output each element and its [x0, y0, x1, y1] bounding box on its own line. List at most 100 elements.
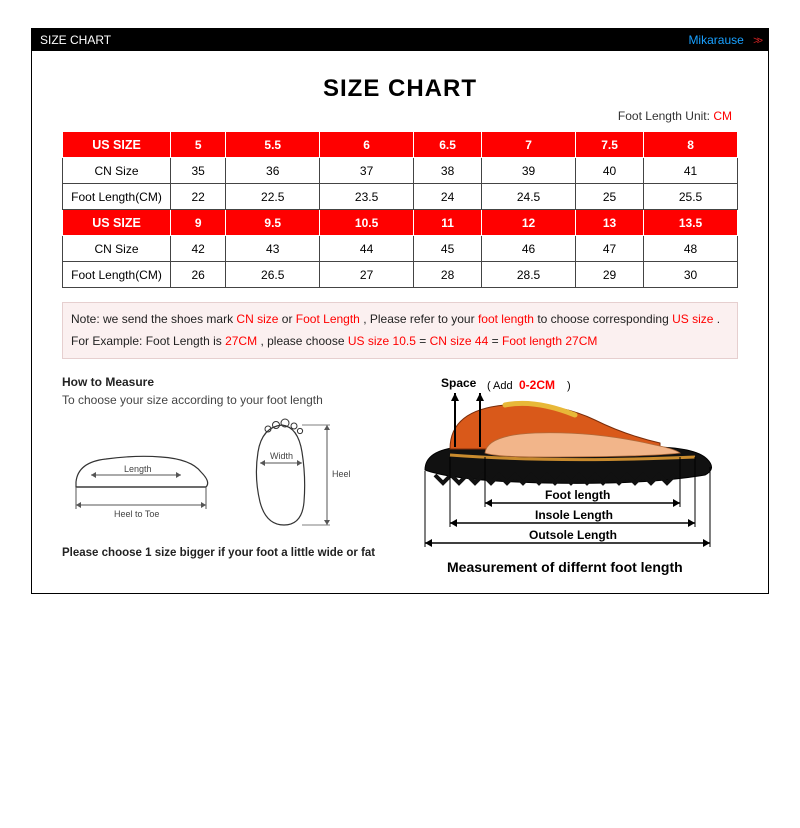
note-highlight: CN size 44 [430, 334, 489, 348]
note-text: = [419, 334, 426, 348]
cell: 24 [414, 184, 482, 210]
note-text: to choose corresponding [537, 312, 672, 326]
length-label: Length [124, 464, 152, 474]
bigger-size-note: Please choose 1 size bigger if your foot… [62, 547, 382, 559]
cell: 44 [320, 236, 414, 262]
header-cell: 9 [171, 210, 226, 236]
measure-left-panel: How to Measure To choose your size accor… [62, 375, 382, 575]
cell: 48 [644, 236, 738, 262]
heel-to-toe-label-2: Heel to Toe [332, 469, 352, 479]
note-text: . [717, 312, 720, 326]
titlebar-label: SIZE CHART [40, 33, 111, 47]
cell: 37 [320, 158, 414, 184]
cell: 23.5 [320, 184, 414, 210]
row-label: Foot Length(CM) [63, 262, 171, 288]
row-label: CN Size [63, 158, 171, 184]
header-cell: 10.5 [320, 210, 414, 236]
cell: 26.5 [226, 262, 320, 288]
table-row: CN Size 42 43 44 45 46 47 48 [63, 236, 738, 262]
foot-length-label: Foot length [545, 488, 610, 502]
cell: 26 [171, 262, 226, 288]
cell: 25.5 [644, 184, 738, 210]
cell: 29 [575, 262, 643, 288]
unit-line: Foot Length Unit: CM [62, 109, 738, 123]
header-cell: 12 [482, 210, 576, 236]
note-highlight: Foot Length [296, 312, 360, 326]
note-highlight: US size [672, 312, 713, 326]
header-cell: 7.5 [575, 132, 643, 158]
note-text: , Please refer to your [363, 312, 478, 326]
header-cell: 5 [171, 132, 226, 158]
note-text: For Example: Foot Length is [71, 334, 225, 348]
content-area: SIZE CHART Foot Length Unit: CM US SIZE … [32, 51, 768, 593]
note-highlight: Foot length 27CM [502, 334, 597, 348]
note-text: Note: we send the shoes mark [71, 312, 236, 326]
header-cell: 9.5 [226, 210, 320, 236]
header-label: US SIZE [63, 132, 171, 158]
cell: 38 [414, 158, 482, 184]
cell: 41 [644, 158, 738, 184]
row-label: CN Size [63, 236, 171, 262]
cell: 39 [482, 158, 576, 184]
header-cell: 13 [575, 210, 643, 236]
brand-link[interactable]: Mikarause [688, 33, 743, 47]
cell: 28.5 [482, 262, 576, 288]
note-text: or [282, 312, 296, 326]
note-line-1: Note: we send the shoes mark CN size or … [71, 309, 729, 331]
header-cell: 7 [482, 132, 576, 158]
add-label: Add [493, 380, 513, 392]
note-line-2: For Example: Foot Length is 27CM , pleas… [71, 331, 729, 353]
header-cell: 6 [320, 132, 414, 158]
table-row: CN Size 35 36 37 38 39 40 41 [63, 158, 738, 184]
heel-to-toe-label: Heel to Toe [114, 509, 159, 519]
unit-value: CM [713, 109, 732, 123]
note-highlight: US size 10.5 [348, 334, 416, 348]
foot-side-icon: Length Heel to Toe [66, 417, 216, 527]
svg-text:): ) [567, 380, 571, 392]
header-cell: 5.5 [226, 132, 320, 158]
cell: 47 [575, 236, 643, 262]
cell: 28 [414, 262, 482, 288]
cell: 25 [575, 184, 643, 210]
row-label: Foot Length(CM) [63, 184, 171, 210]
measure-section: How to Measure To choose your size accor… [62, 375, 738, 575]
foot-diagram-left: Length Heel to Toe [66, 417, 382, 537]
table-header-row: US SIZE 5 5.5 6 6.5 7 7.5 8 [63, 132, 738, 158]
space-label: Space [441, 376, 477, 390]
foot-top-icon: Width Heel to Toe [232, 417, 352, 537]
outsole-length-label: Outsole Length [529, 528, 617, 542]
cell: 36 [226, 158, 320, 184]
measure-subtitle: To choose your size according to your fo… [62, 393, 382, 407]
note-text: , please choose [260, 334, 347, 348]
table-row: Foot Length(CM) 26 26.5 27 28 28.5 29 30 [63, 262, 738, 288]
shoe-measurement-icon: Space ( Add 0-2CM ) Foot length [395, 375, 735, 555]
measure-title: How to Measure [62, 375, 382, 389]
header-label: US SIZE [63, 210, 171, 236]
table-row: Foot Length(CM) 22 22.5 23.5 24 24.5 25 … [63, 184, 738, 210]
cell: 42 [171, 236, 226, 262]
note-box: Note: we send the shoes mark CN size or … [62, 302, 738, 359]
table-header-row: US SIZE 9 9.5 10.5 11 12 13 13.5 [63, 210, 738, 236]
cell: 24.5 [482, 184, 576, 210]
range-label: 0-2CM [519, 378, 555, 392]
cell: 46 [482, 236, 576, 262]
cell: 43 [226, 236, 320, 262]
header-cell: 6.5 [414, 132, 482, 158]
svg-text:(: ( [487, 380, 491, 392]
unit-label: Foot Length Unit: [618, 109, 710, 123]
cell: 30 [644, 262, 738, 288]
note-highlight: foot length [478, 312, 534, 326]
cell: 35 [171, 158, 226, 184]
cell: 45 [414, 236, 482, 262]
width-label: Width [270, 451, 293, 461]
size-table: US SIZE 5 5.5 6 6.5 7 7.5 8 CN Size 35 3… [62, 131, 738, 288]
cell: 22.5 [226, 184, 320, 210]
header-cell: 8 [644, 132, 738, 158]
note-highlight: 27CM [225, 334, 257, 348]
arrow-icon: >> [753, 35, 760, 47]
cell: 22 [171, 184, 226, 210]
cell: 27 [320, 262, 414, 288]
header-cell: 11 [414, 210, 482, 236]
measure-right-panel: Space ( Add 0-2CM ) Foot length [392, 375, 738, 575]
chart-card: SIZE CHART Mikarause >> SIZE CHART Foot … [31, 28, 769, 594]
